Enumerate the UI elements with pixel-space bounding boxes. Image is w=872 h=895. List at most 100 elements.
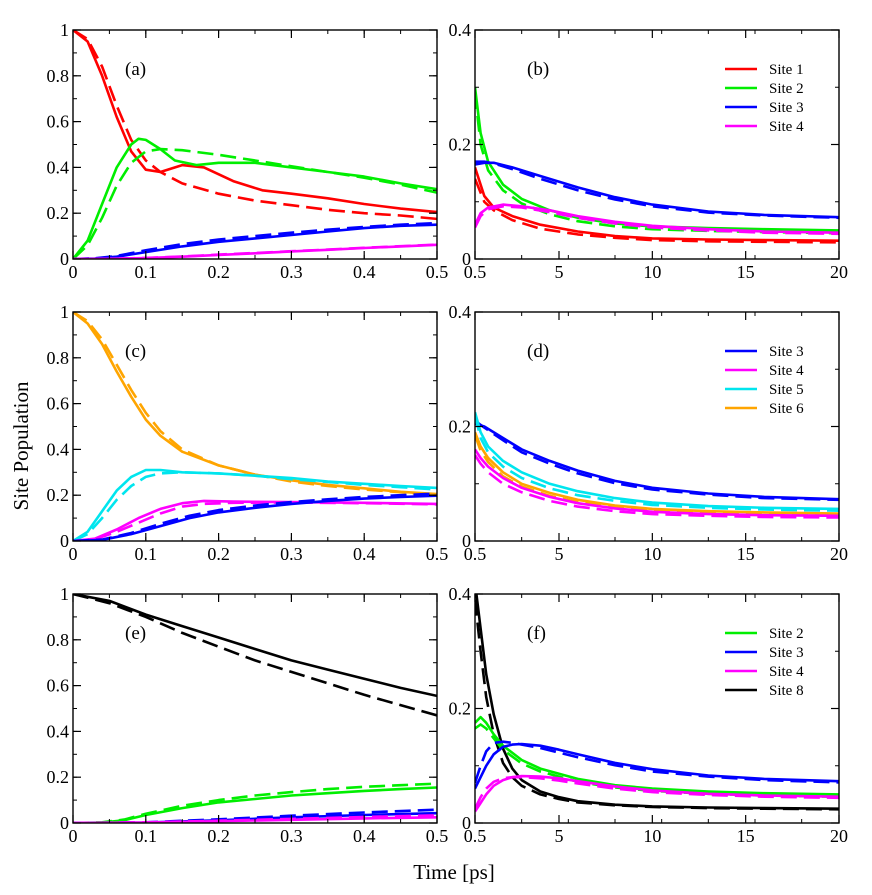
y-tick-label: 0.2 <box>449 699 472 719</box>
series-group <box>475 87 839 244</box>
y-tick-label: 1 <box>60 302 69 322</box>
y-tick-label: 0.8 <box>47 630 70 650</box>
legend-label: Site 2 <box>769 626 804 642</box>
y-tick-label: 0.2 <box>47 485 70 505</box>
y-tick-label: 0 <box>60 813 69 833</box>
series-group <box>73 30 437 259</box>
x-tick-label: 0.3 <box>280 544 303 564</box>
series-line-site-8-dashed <box>475 599 839 811</box>
series-line-site-2-solid <box>475 715 839 796</box>
y-tick-label: 0.4 <box>47 157 70 177</box>
panel-e: 0 0.1 0.2 0.3 0.4 0.5 0 0.2 0.4 0.6 0.8 1 (e) <box>47 584 449 846</box>
x-tick-label: 0.3 <box>280 826 303 846</box>
series-line-site-8-dashed <box>73 594 437 717</box>
x-tick-label: 0.5 <box>464 262 487 282</box>
series-line-site-3-dashed <box>73 221 437 259</box>
series-line-site-5-solid <box>475 411 839 511</box>
panel-label: (c) <box>125 341 146 362</box>
series-line-site-3-dashed <box>475 740 839 784</box>
series-line-site-3-solid <box>475 742 839 790</box>
legend-label: Site 4 <box>769 363 804 379</box>
x-tick-label: 5 <box>555 544 564 564</box>
x-tick-label: 0.4 <box>353 544 376 564</box>
series-line-site-3-dashed <box>475 419 839 502</box>
series-line-site-4-dashed <box>73 243 437 259</box>
x-tick-label: 0.5 <box>426 544 449 564</box>
x-tick-label: 15 <box>737 262 755 282</box>
legend-label: Site 4 <box>769 664 804 680</box>
series-line-site-5-dashed <box>475 414 839 512</box>
y-tick-label: 0.8 <box>47 66 70 86</box>
series-line-site-2-dashed <box>73 782 437 823</box>
legend-label: Site 4 <box>769 119 804 135</box>
panel-label: (a) <box>125 59 146 80</box>
panel-a: 0 0.1 0.2 0.3 0.4 0.5 0 0.2 0.4 0.6 0.8 1 (a) <box>47 20 449 282</box>
series-line-site-4-dashed <box>73 501 437 541</box>
series-line-site-6-solid <box>73 312 437 496</box>
panel-label: (d) <box>527 341 549 362</box>
series-line-site-4-dashed <box>475 775 839 810</box>
y-axis-label: Site Population <box>9 381 33 510</box>
x-tick-label: 0.3 <box>280 262 303 282</box>
x-tick-label: 0.1 <box>135 544 158 564</box>
y-tick-label: 0 <box>60 249 69 269</box>
x-tick-label: 0.1 <box>135 262 158 282</box>
x-axis-label: Time [ps] <box>413 860 495 884</box>
series-line-site-1-solid <box>73 30 437 214</box>
y-tick-label: 0.2 <box>449 135 472 155</box>
x-tick-label: 0.4 <box>353 262 376 282</box>
y-tick-label: 0.8 <box>47 348 70 368</box>
x-tick-label: 0.2 <box>207 262 230 282</box>
x-tick-label: 5 <box>555 262 564 282</box>
legend-label: Site 3 <box>769 100 804 116</box>
panel-label: (b) <box>527 59 549 80</box>
series-line-site-3-dashed <box>475 160 839 220</box>
x-tick-label: 10 <box>643 262 661 282</box>
x-tick-label: 0.2 <box>207 826 230 846</box>
series-line-site-5-dashed <box>73 471 437 541</box>
y-tick-label: 0.6 <box>47 676 70 696</box>
y-tick-label: 0.4 <box>449 20 472 40</box>
series-line-site-4-dashed <box>475 205 839 236</box>
x-tick-label: 0.5 <box>464 826 487 846</box>
series-line-site-8-solid <box>475 594 839 810</box>
y-tick-label: 0.2 <box>47 767 70 787</box>
x-tick-label: 0.1 <box>135 826 158 846</box>
series-group <box>475 411 839 519</box>
y-tick-label: 0 <box>462 531 471 551</box>
legend-label: Site 3 <box>769 645 804 661</box>
series-line-site-4-solid <box>475 448 839 518</box>
legend-label: Site 1 <box>769 62 804 78</box>
legend-label: Site 5 <box>769 382 804 398</box>
y-tick-label: 0.6 <box>47 394 70 414</box>
x-tick-label: 0 <box>69 544 78 564</box>
legend: Site 2 Site 3 Site 4 Site 8 <box>725 626 804 699</box>
panel-c: 0 0.1 0.2 0.3 0.4 0.5 0 0.2 0.4 0.6 0.8 1 (c) <box>47 302 449 564</box>
x-tick-label: 0.2 <box>207 544 230 564</box>
x-tick-label: 0.5 <box>426 826 449 846</box>
legend: Site 1 Site 2 Site 3 Site 4 <box>725 62 804 135</box>
x-tick-label: 0.5 <box>426 262 449 282</box>
y-tick-label: 0.2 <box>449 417 472 437</box>
x-tick-label: 5 <box>555 826 564 846</box>
y-tick-label: 0.4 <box>449 584 472 604</box>
legend-label: Site 6 <box>769 401 804 417</box>
series-line-site-6-dashed <box>73 312 437 497</box>
series-line-site-3-solid <box>475 161 839 219</box>
y-tick-label: 0 <box>60 531 69 551</box>
x-tick-label: 0 <box>69 826 78 846</box>
series-line-site-2-dashed <box>73 147 437 259</box>
y-tick-label: 0.4 <box>47 721 70 741</box>
x-tick-label: 0.4 <box>353 826 376 846</box>
series-line-site-6-solid <box>475 431 839 515</box>
series-line-site-1-dashed <box>73 30 437 221</box>
y-tick-label: 0.6 <box>47 112 70 132</box>
y-tick-label: 1 <box>60 20 69 40</box>
panels: 0 0.1 0.2 0.3 0.4 0.500.20.40.60.81(a)0.5 5 10 1… <box>47 20 849 846</box>
legend-label: Site 2 <box>769 81 804 97</box>
legend-label: Site 8 <box>769 683 804 699</box>
